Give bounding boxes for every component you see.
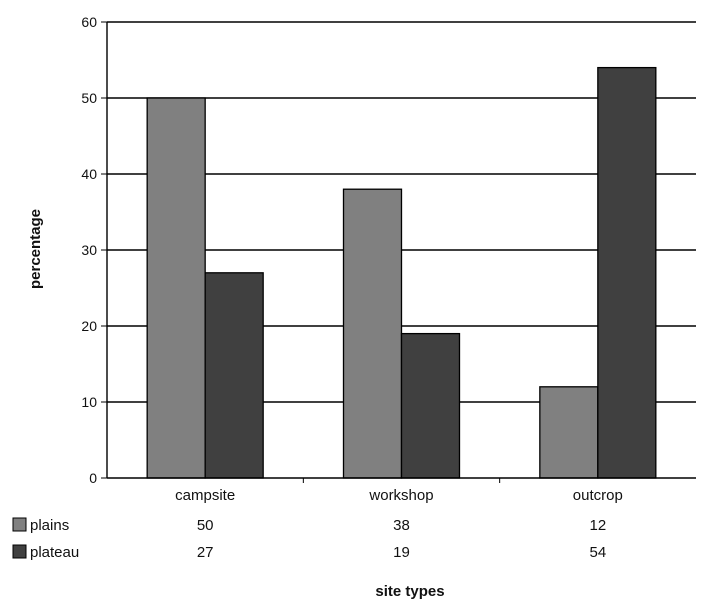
x-tick-labels: campsite workshop outcrop: [175, 478, 623, 504]
data-table-value: 12: [589, 517, 606, 534]
axes: [106, 22, 696, 479]
legend-label-plateau: plateau: [30, 544, 79, 561]
x-tick-label: outcrop: [573, 487, 623, 504]
data-table-value: 50: [197, 517, 214, 534]
data-table-value: 54: [589, 544, 606, 561]
y-tick-label: 60: [81, 14, 97, 30]
data-table-value: 38: [393, 517, 410, 534]
y-tick-label: 30: [81, 242, 97, 258]
y-tick-label: 40: [81, 166, 97, 182]
bars: [146, 66, 657, 479]
data-table: plains 50 38 12 plateau 27 19 54: [12, 517, 606, 561]
y-tick-label: 50: [81, 90, 97, 106]
x-axis-label: site types: [375, 583, 444, 600]
x-tick-label: workshop: [368, 487, 433, 504]
legend-swatch-plains: [12, 517, 27, 532]
bar-plains-outcrop: [539, 386, 599, 479]
y-tick-label: 10: [81, 394, 97, 410]
bar-plateau-outcrop: [597, 66, 657, 479]
legend-label-plains: plains: [30, 517, 69, 534]
bar-plateau-workshop: [400, 332, 461, 479]
y-tick-labels: 0 10 20 30 40 50 60: [81, 14, 97, 486]
y-tick-label: 20: [81, 318, 97, 334]
y-axis-label: percentage: [27, 209, 44, 289]
y-tick-label: 0: [89, 470, 97, 486]
data-table-value: 19: [393, 544, 410, 561]
bar-plateau-campsite: [204, 272, 264, 479]
data-table-value: 27: [197, 544, 214, 561]
bar-plains-workshop: [342, 188, 403, 479]
bar-plains-campsite: [146, 97, 206, 479]
legend-swatch-plateau: [12, 544, 27, 559]
x-tick-label: campsite: [175, 487, 235, 504]
